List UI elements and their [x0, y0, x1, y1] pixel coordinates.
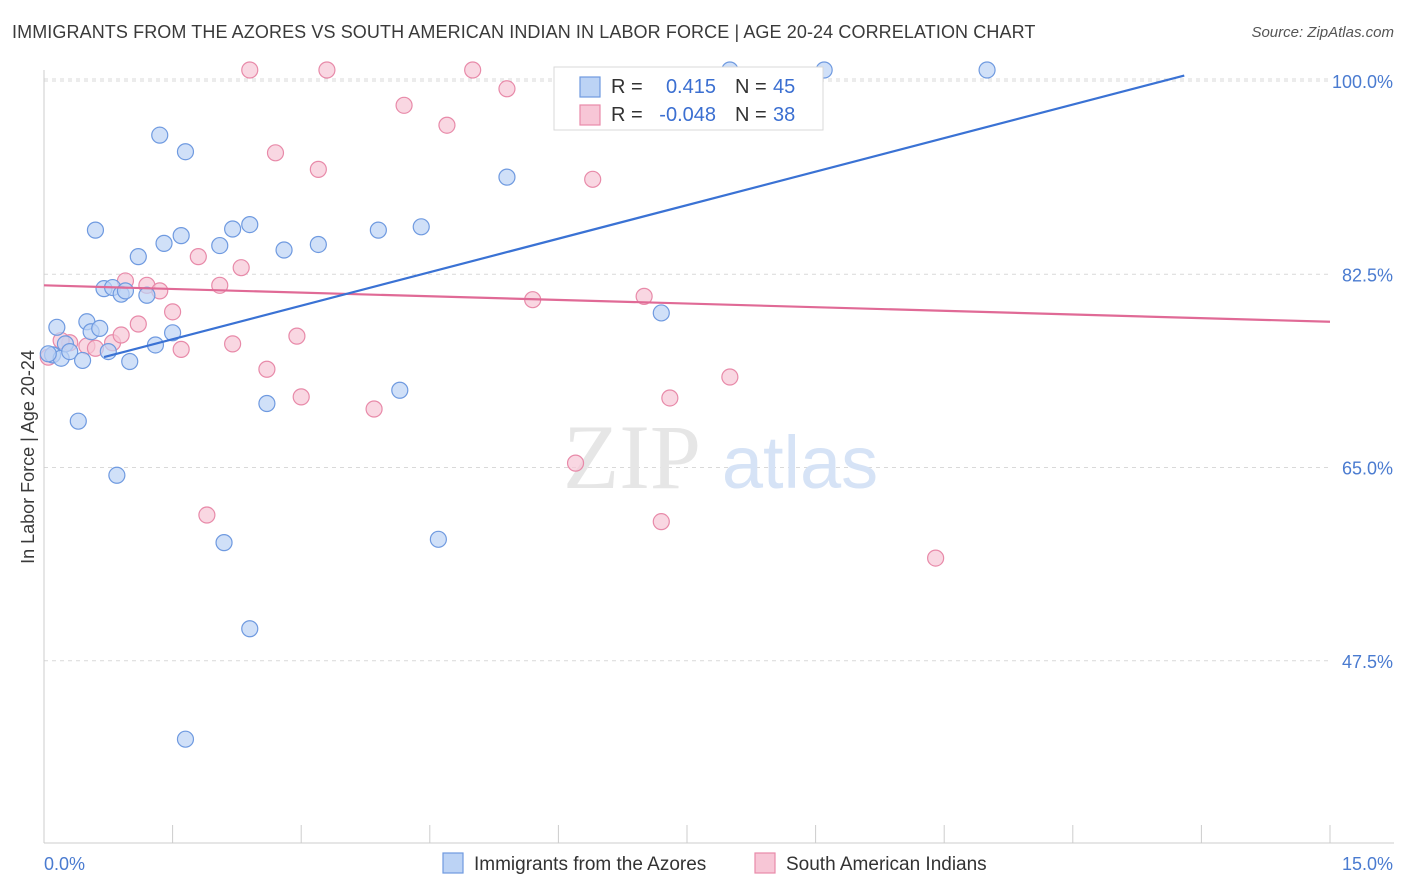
data-point	[464, 61, 482, 79]
data-point	[309, 160, 327, 178]
data-point	[91, 319, 109, 338]
y-axis-label: In Labor Force | Age 20-24	[18, 350, 38, 564]
data-point	[73, 351, 92, 370]
x-tick-label: 0.0%	[44, 854, 85, 874]
data-point	[438, 116, 456, 134]
data-point	[391, 381, 409, 399]
data-point	[108, 466, 126, 484]
data-point	[189, 248, 207, 266]
watermark: ZIP atlas	[563, 406, 878, 508]
bottom-legend-swatch	[442, 852, 464, 874]
source-label: Source: ZipAtlas.com	[1251, 24, 1394, 41]
data-point	[164, 324, 182, 342]
data-point	[258, 360, 276, 378]
legend-n-value: 38	[773, 104, 795, 126]
data-point	[176, 143, 195, 161]
data-point	[129, 315, 147, 333]
legend-r-value: 0.415	[666, 76, 716, 98]
trend-line-south-american-indians	[43, 284, 1331, 323]
data-point	[309, 235, 327, 254]
data-point	[232, 259, 250, 277]
grid-lines	[44, 78, 1330, 662]
data-point	[164, 303, 182, 321]
bottom-legend: Immigrants from the Azores South American…	[442, 852, 987, 875]
y-tick-label: 82.5%	[1342, 265, 1393, 285]
data-point	[129, 248, 147, 266]
data-point	[275, 241, 293, 259]
data-point	[498, 80, 516, 98]
legend-n-label: N =	[735, 104, 767, 126]
data-point	[241, 61, 259, 79]
data-point	[927, 549, 945, 567]
data-point	[224, 335, 242, 353]
legend-swatch	[579, 104, 601, 126]
x-tick-label: 15.0%	[1342, 854, 1393, 874]
trend-lines	[43, 74, 1331, 359]
data-point	[112, 326, 130, 344]
data-point	[121, 352, 139, 371]
legend-n-label: N =	[735, 76, 767, 98]
data-point	[198, 506, 216, 524]
data-point	[412, 218, 430, 236]
legend-r-label: R =	[611, 76, 643, 98]
watermark-atlas: atlas	[722, 421, 878, 504]
data-point	[224, 220, 242, 238]
watermark-zip: ZIP	[563, 406, 701, 508]
data-point	[61, 342, 79, 361]
data-point	[211, 236, 229, 255]
data-point	[978, 61, 996, 79]
data-point	[266, 144, 285, 162]
data-point	[241, 216, 259, 234]
data-point	[365, 400, 383, 418]
legend-r-value: -0.048	[659, 104, 716, 126]
y-tick-label: 47.5%	[1342, 652, 1393, 672]
data-point	[155, 234, 173, 252]
data-point	[151, 126, 169, 144]
trend-line-immigrants-from-the-azores	[103, 74, 1185, 359]
data-point	[172, 227, 190, 245]
legend-n-value: 45	[773, 76, 795, 98]
y-tick-label: 100.0%	[1332, 72, 1393, 92]
data-point	[39, 345, 57, 363]
data-point	[116, 282, 135, 300]
y-tick-label: 65.0%	[1342, 459, 1393, 479]
data-point	[395, 96, 413, 114]
data-point	[292, 388, 310, 406]
chart-title: IMMIGRANTS FROM THE AZORES VS SOUTH AMER…	[12, 22, 1036, 42]
data-point	[215, 534, 233, 552]
bottom-legend-label: South American Indians	[786, 854, 987, 875]
data-point	[172, 340, 190, 358]
data-point	[176, 730, 195, 748]
data-point	[369, 221, 387, 239]
data-point	[86, 221, 105, 239]
data-point	[635, 287, 653, 305]
legend-r-label: R =	[611, 104, 643, 126]
data-point	[318, 61, 336, 79]
data-point	[99, 342, 117, 361]
data-point	[566, 454, 585, 472]
data-point	[429, 530, 447, 548]
data-point	[69, 412, 87, 430]
data-point	[661, 389, 679, 407]
data-point	[584, 170, 602, 188]
data-point	[498, 168, 516, 186]
legend-swatch	[579, 76, 601, 98]
bottom-legend-swatch	[754, 852, 776, 874]
legend: R = 0.415 N = 45 R = -0.048 N = 38	[553, 66, 824, 131]
data-point	[138, 286, 156, 304]
data-point	[652, 513, 670, 531]
data-point	[652, 304, 670, 322]
data-point	[48, 318, 66, 336]
data-point	[258, 394, 276, 413]
axes	[43, 70, 1394, 844]
data-point	[288, 327, 306, 345]
series-immigrants-from-the-azores	[39, 61, 996, 748]
data-point	[721, 368, 739, 386]
bottom-legend-label: Immigrants from the Azores	[474, 854, 706, 875]
data-point	[241, 620, 259, 638]
y-tick-labels: 100.0% 82.5% 65.0% 47.5%	[1332, 72, 1393, 672]
x-tick-labels: 0.0% 15.0%	[44, 854, 1393, 874]
